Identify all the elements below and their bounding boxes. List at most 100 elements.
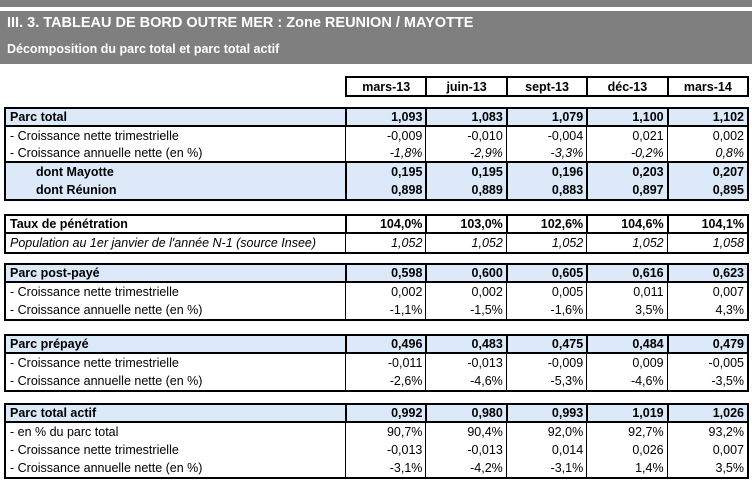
value-cell: 104,0%	[345, 216, 425, 232]
table-row: Population au 1er janvier de l'année N-1…	[6, 234, 747, 252]
table-row: dont Mayotte 0,195 0,195 0,196 0,203 0,2…	[6, 163, 747, 181]
table-row: - Croissance annuelle nette (en %) -1,8%…	[6, 145, 747, 163]
value-cell: 0,002	[345, 283, 425, 301]
value-cell: 1,052	[505, 234, 586, 252]
row-label: - Croissance nette trimestrielle	[10, 443, 179, 457]
table-row: - Croissance annuelle nette (en %) -3,1%…	[6, 459, 747, 477]
value-cell: 0,483	[425, 336, 505, 352]
row-label: dont Réunion	[36, 183, 117, 197]
value-cell: 0,007	[666, 441, 747, 459]
value-cell: 0,207	[666, 163, 747, 181]
table-row: - Croissance nette trimestrielle -0,011 …	[6, 354, 747, 372]
value-cell: 0,600	[425, 265, 505, 281]
row-label: Taux de pénétration	[10, 217, 128, 231]
value-cell: 1,052	[345, 234, 425, 252]
value-cell: 0,889	[425, 181, 505, 199]
table-row: - en % du parc total 90,7% 90,4% 92,0% 9…	[6, 423, 747, 441]
value-cell: 1,052	[425, 234, 505, 252]
value-cell: 90,4%	[425, 423, 505, 441]
value-cell: 0,895	[666, 181, 747, 199]
value-cell: -0,013	[425, 354, 505, 372]
value-cell: 0,616	[586, 265, 666, 281]
value-cell: 0,479	[666, 336, 747, 352]
table-row: - Croissance nette trimestrielle -0,013 …	[6, 441, 747, 459]
column-header-mars-13: mars-13	[345, 76, 428, 97]
value-cell: -0,013	[345, 441, 425, 459]
section-taux-penetration: Taux de pénétration 104,0% 103,0% 102,6%…	[4, 214, 749, 254]
value-cell: 0,883	[505, 181, 586, 199]
value-cell: 0,475	[505, 336, 586, 352]
row-label: - en % du parc total	[10, 425, 119, 439]
row-label: Parc post-payé	[10, 266, 100, 280]
value-cell: 104,6%	[586, 216, 666, 232]
value-cell: -4,6%	[425, 372, 505, 390]
table-row: Parc post-payé 0,598 0,600 0,605 0,616 0…	[6, 265, 747, 283]
value-cell: -5,3%	[505, 372, 586, 390]
value-cell: 90,7%	[345, 423, 425, 441]
column-header-row: mars-13 juin-13 sept-13 déc-13 mars-14	[345, 76, 750, 97]
value-cell: 0,196	[505, 163, 586, 181]
value-cell: 0,993	[505, 405, 586, 421]
value-cell: 104,1%	[666, 216, 747, 232]
value-cell: 0,007	[666, 283, 747, 301]
value-cell: -1,6%	[505, 301, 586, 319]
value-cell: -3,1%	[345, 459, 425, 477]
column-header-mars-14: mars-14	[666, 76, 750, 97]
value-cell: 0,496	[345, 336, 425, 352]
value-cell: 0,898	[345, 181, 425, 199]
value-cell: 0,009	[586, 354, 666, 372]
value-cell: 1,083	[425, 109, 505, 125]
section-parc-total: Parc total 1,093 1,083 1,079 1,100 1,102…	[4, 107, 749, 201]
row-label: Parc total	[10, 110, 67, 124]
row-label: - Croissance annuelle nette (en %)	[10, 146, 203, 160]
table-row: - Croissance annuelle nette (en %) -2,6%…	[6, 372, 747, 390]
value-cell: 3,5%	[666, 459, 747, 477]
value-cell: 0,021	[586, 127, 666, 145]
report-title: III. 3. TABLEAU DE BORD OUTRE MER : Zone…	[7, 15, 474, 31]
top-gray-strip	[0, 0, 752, 7]
section-parc-total-actif: Parc total actif 0,992 0,980 0,993 1,019…	[4, 403, 749, 479]
value-cell: -1,5%	[425, 301, 505, 319]
row-label: Parc prépayé	[10, 337, 89, 351]
value-cell: -3,1%	[505, 459, 586, 477]
value-cell: 0,992	[345, 405, 425, 421]
table-row: dont Réunion 0,898 0,889 0,883 0,897 0,8…	[6, 181, 747, 199]
table-row: Parc total 1,093 1,083 1,079 1,100 1,102	[6, 109, 747, 127]
value-cell: 1,019	[586, 405, 666, 421]
value-cell: 102,6%	[505, 216, 586, 232]
value-cell: 1,102	[666, 109, 747, 125]
value-cell: 1,052	[586, 234, 666, 252]
table-row: Taux de pénétration 104,0% 103,0% 102,6%…	[6, 216, 747, 234]
value-cell: -4,2%	[425, 459, 505, 477]
section-parc-prepaye: Parc prépayé 0,496 0,483 0,475 0,484 0,4…	[4, 334, 749, 392]
table-row: - Croissance nette trimestrielle 0,002 0…	[6, 283, 747, 301]
value-cell: -1,1%	[345, 301, 425, 319]
value-cell: 0,014	[505, 441, 586, 459]
value-cell: 93,2%	[666, 423, 747, 441]
value-cell: 1,4%	[586, 459, 666, 477]
value-cell: 92,7%	[586, 423, 666, 441]
row-label: dont Mayotte	[36, 165, 114, 179]
value-cell: 0,623	[666, 265, 747, 281]
value-cell: -0,010	[425, 127, 505, 145]
row-label: - Croissance annuelle nette (en %)	[10, 303, 203, 317]
value-cell: -0,005	[666, 354, 747, 372]
value-cell: 92,0%	[505, 423, 586, 441]
value-cell: 0,195	[425, 163, 505, 181]
row-label: - Croissance nette trimestrielle	[10, 129, 179, 143]
value-cell: -1,8%	[345, 145, 425, 161]
value-cell: 1,093	[345, 109, 425, 125]
row-label: Parc total actif	[10, 406, 97, 420]
value-cell: 1,079	[505, 109, 586, 125]
value-cell: 0,605	[505, 265, 586, 281]
value-cell: -0,009	[345, 127, 425, 145]
value-cell: -4,6%	[586, 372, 666, 390]
value-cell: 0,203	[586, 163, 666, 181]
table-row: - Croissance nette trimestrielle -0,009 …	[6, 127, 747, 145]
value-cell: 0,897	[586, 181, 666, 199]
value-cell: 3,5%	[586, 301, 666, 319]
value-cell: 0,8%	[666, 145, 747, 161]
column-header-juin-13: juin-13	[425, 76, 508, 97]
value-cell: 0,598	[345, 265, 425, 281]
